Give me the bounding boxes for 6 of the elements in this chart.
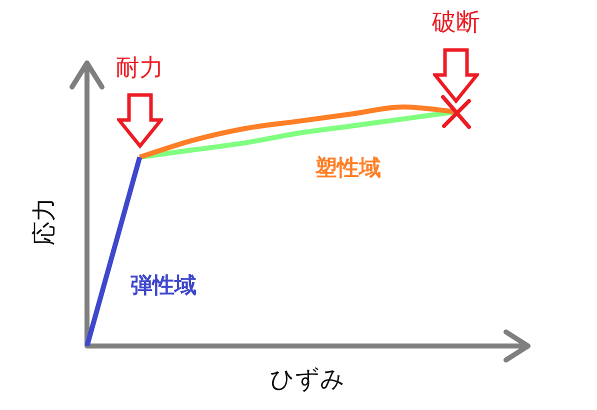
x-axis-title: ひずみ bbox=[270, 365, 345, 394]
y-axis-title: 応力 bbox=[30, 197, 58, 246]
series-label: 弾性域 bbox=[130, 273, 196, 298]
series-label: 塑性域 bbox=[314, 155, 381, 182]
text: 破断 bbox=[431, 8, 480, 36]
text: 耐力 bbox=[116, 53, 164, 82]
